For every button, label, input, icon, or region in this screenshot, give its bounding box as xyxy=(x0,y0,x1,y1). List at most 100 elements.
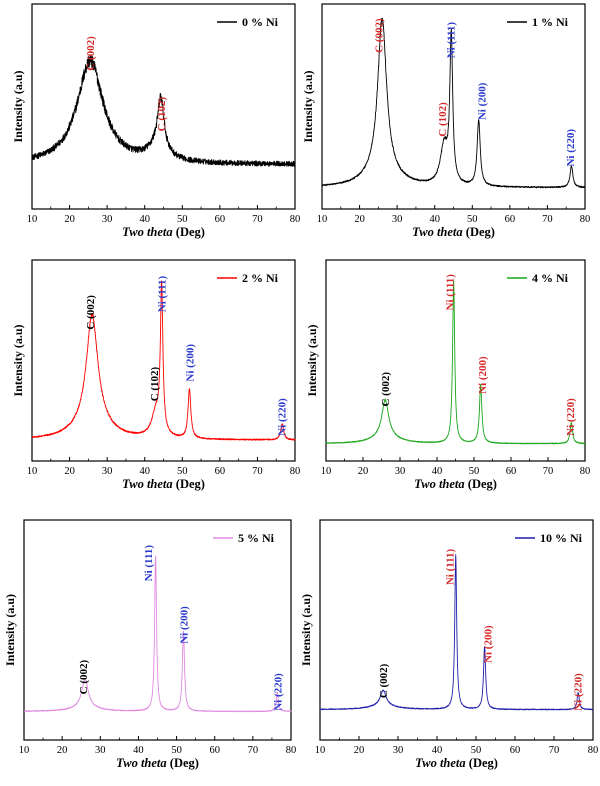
x-tick-label: 80 xyxy=(588,745,599,756)
peak-annotation: C (002) xyxy=(85,36,97,71)
x-tick-label: 70 xyxy=(543,466,554,477)
x-tick-label: 40 xyxy=(139,214,150,225)
y-axis-label: Intensity (a.u) xyxy=(3,594,17,666)
x-axis-label: Two theta (Deg) xyxy=(122,225,205,239)
x-tick-label: 80 xyxy=(580,466,591,477)
x-axis-label: Two theta (Deg) xyxy=(415,756,498,770)
xrd-pattern-line xyxy=(31,280,296,441)
x-tick-label: 60 xyxy=(506,466,517,477)
xrd-panel-1: 10 20 30 40 50 60 70 80 Two theta (Deg) Intensity… xyxy=(301,3,591,239)
x-tick-label: 10 xyxy=(317,214,328,225)
x-axis-label: Two theta (Deg) xyxy=(412,225,495,239)
y-axis-label: Intensity (a.u) xyxy=(11,70,25,142)
x-tick-label: 80 xyxy=(290,466,301,477)
peak-annotation: Ni (220) xyxy=(272,673,284,711)
x-tick-label: 80 xyxy=(580,214,591,225)
x-tick-label: 10 xyxy=(321,466,332,477)
legend-label: 0 % Ni xyxy=(242,15,279,29)
x-tick-label: 10 xyxy=(27,214,38,225)
xrd-pattern-line xyxy=(23,555,292,713)
xrd-panel-3: 10 20 30 40 50 60 70 80 Two theta (Deg) Intensity… xyxy=(305,259,591,491)
x-axis-label: Two theta (Deg) xyxy=(116,756,199,770)
xrd-panel-5: 10 20 30 40 50 60 70 80 Two theta (Deg) Intensity… xyxy=(299,519,599,770)
x-tick-label: 20 xyxy=(354,214,365,225)
x-axis-label: Two theta (Deg) xyxy=(414,477,497,491)
x-tick-label: 60 xyxy=(215,214,226,225)
x-tick-label: 40 xyxy=(139,466,150,477)
x-tick-label: 50 xyxy=(171,745,182,756)
xrd-pattern-line xyxy=(321,17,586,189)
x-tick-label: 70 xyxy=(248,745,259,756)
xrd-pattern-line xyxy=(325,280,586,445)
x-tick-label: 50 xyxy=(471,745,482,756)
xrd-panel-0: 10 20 30 40 50 60 70 80 Two theta (Deg) Intensity… xyxy=(11,3,301,239)
x-axis-label: Two theta (Deg) xyxy=(122,477,205,491)
peak-annotation: Ni (200) xyxy=(477,82,489,120)
peak-annotation: Ni (111) xyxy=(444,548,456,585)
legend-label: 5 % Ni xyxy=(238,531,275,545)
x-tick-label: 40 xyxy=(432,466,443,477)
peak-annotation: Ni (220) xyxy=(565,129,577,167)
x-tick-label: 60 xyxy=(510,745,521,756)
y-axis-label: Intensity (a.u) xyxy=(305,324,319,396)
x-tick-label: 70 xyxy=(252,466,263,477)
x-tick-label: 20 xyxy=(64,214,75,225)
peak-annotation: C (102) xyxy=(437,102,449,137)
legend-label: 1 % Ni xyxy=(532,15,569,29)
peak-annotation: Ni (111) xyxy=(157,275,169,312)
x-tick-label: 50 xyxy=(469,466,480,477)
plot-frame xyxy=(23,519,292,741)
peak-annotation: Ni (220) xyxy=(572,673,584,711)
peak-annotation: C (102) xyxy=(156,96,168,131)
peak-annotation: C (002) xyxy=(380,372,392,407)
xrd-panel-2: 10 20 30 40 50 60 70 80 Two theta (Deg) Intensity… xyxy=(11,259,301,491)
peak-annotation: Ni (200) xyxy=(178,606,190,644)
x-tick-label: 60 xyxy=(215,466,226,477)
peak-annotation: Ni (200) xyxy=(184,344,196,382)
peak-annotation: C (002) xyxy=(78,659,90,694)
xrd-panel-4: 10 20 30 40 50 60 70 80 Two theta (Deg) Intensity… xyxy=(3,519,297,770)
x-tick-label: 80 xyxy=(286,745,297,756)
x-tick-label: 70 xyxy=(542,214,553,225)
x-tick-label: 30 xyxy=(393,745,404,756)
x-tick-label: 40 xyxy=(432,745,443,756)
peak-annotation: Ni (200) xyxy=(477,356,489,394)
x-tick-label: 10 xyxy=(27,466,38,477)
x-tick-label: 30 xyxy=(102,214,113,225)
legend-label: 4 % Ni xyxy=(532,271,569,285)
peak-annotation: Ni (220) xyxy=(276,398,288,436)
peak-annotation: Ni (200) xyxy=(483,625,495,663)
y-axis-label: Intensity (a.u) xyxy=(11,324,25,396)
y-axis-label: Intensity (a.u) xyxy=(301,70,315,142)
x-tick-label: 20 xyxy=(64,466,75,477)
x-tick-label: 40 xyxy=(429,214,440,225)
peak-annotation: Ni (111) xyxy=(445,274,457,311)
y-axis-label: Intensity (a.u) xyxy=(299,594,313,666)
x-tick-label: 60 xyxy=(209,745,220,756)
legend-label: 2 % Ni xyxy=(242,271,279,285)
x-tick-label: 70 xyxy=(549,745,560,756)
peak-annotation: C (002) xyxy=(373,18,385,53)
peak-annotation: C (102) xyxy=(149,366,161,401)
peak-annotation: Ni (111) xyxy=(143,545,155,582)
x-tick-label: 10 xyxy=(315,745,326,756)
peak-annotation: Ni (111) xyxy=(445,22,457,59)
x-tick-label: 20 xyxy=(358,466,369,477)
xrd-pattern-line xyxy=(319,554,594,711)
x-tick-label: 40 xyxy=(133,745,144,756)
x-tick-label: 10 xyxy=(19,745,30,756)
xrd-pattern-line xyxy=(31,54,296,167)
peak-annotation: Ni (220) xyxy=(565,398,577,436)
x-tick-label: 80 xyxy=(290,214,301,225)
x-tick-label: 20 xyxy=(354,745,365,756)
x-tick-label: 30 xyxy=(395,466,406,477)
peak-annotation: C (002) xyxy=(378,663,390,698)
x-tick-label: 50 xyxy=(467,214,478,225)
peak-annotation: C (002) xyxy=(85,295,97,330)
x-tick-label: 30 xyxy=(102,466,113,477)
x-tick-label: 50 xyxy=(177,214,188,225)
x-tick-label: 30 xyxy=(392,214,403,225)
x-tick-label: 20 xyxy=(57,745,68,756)
legend-label: 10 % Ni xyxy=(540,531,583,545)
